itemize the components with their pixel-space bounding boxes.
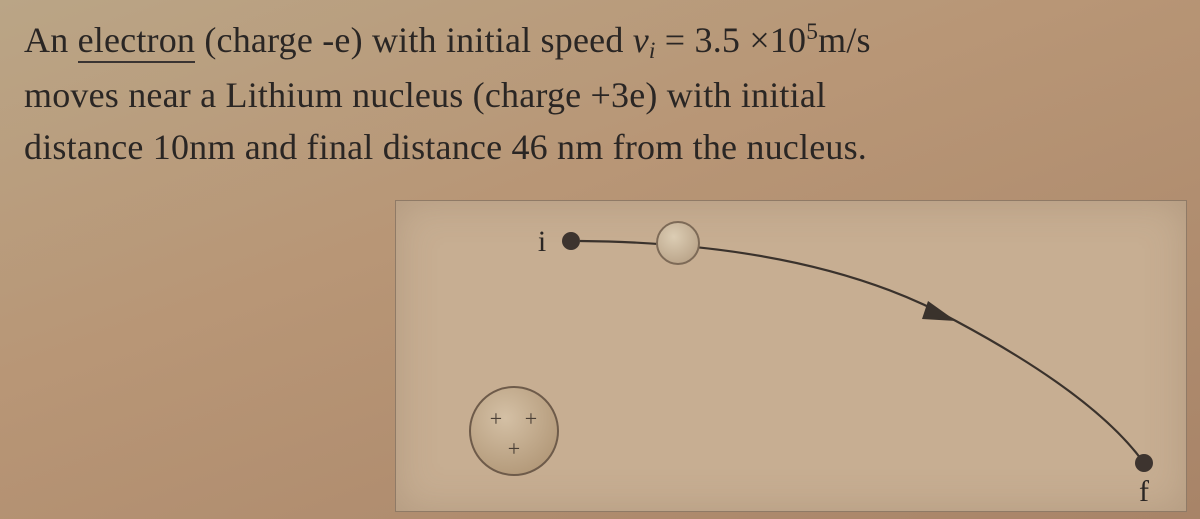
nucleus-plus-2: + — [525, 406, 537, 431]
nucleus-circle — [470, 387, 558, 475]
speed-exponent: 5 — [806, 19, 818, 45]
times-sign: × — [740, 20, 770, 60]
electron-initial-label: i — [538, 225, 546, 258]
electron-final-dot — [1135, 454, 1153, 472]
diagram-svg: + + + i f — [396, 201, 1186, 511]
arrow-head-icon — [922, 301, 956, 321]
electron-initial-dot — [562, 232, 580, 250]
indicator-circle — [657, 222, 699, 264]
speed-unit: m/s — [818, 20, 871, 60]
text-line3: distance 10nm and final distance 46 nm f… — [24, 127, 867, 167]
text-line2: moves near a Lithium nucleus (charge +3e… — [24, 75, 826, 115]
diagram-panel: + + + i f — [395, 200, 1187, 512]
text-after-underline: (charge -e) with initial speed — [195, 20, 633, 60]
speed-coefficient: 3.5 — [695, 20, 741, 60]
equals-sign: = — [656, 20, 695, 60]
speed-symbol: v — [633, 20, 649, 60]
trajectory-path — [580, 241, 1144, 463]
nucleus-plus-1: + — [490, 406, 502, 431]
text-prefix: An — [24, 20, 78, 60]
problem-text: An electron (charge -e) with initial spe… — [24, 14, 1176, 173]
speed-base: 10 — [770, 20, 806, 60]
underlined-electron: electron — [78, 20, 196, 63]
speed-subscript: i — [649, 38, 656, 64]
nucleus-plus-3: + — [508, 436, 520, 461]
electron-final-label: f — [1139, 475, 1149, 508]
